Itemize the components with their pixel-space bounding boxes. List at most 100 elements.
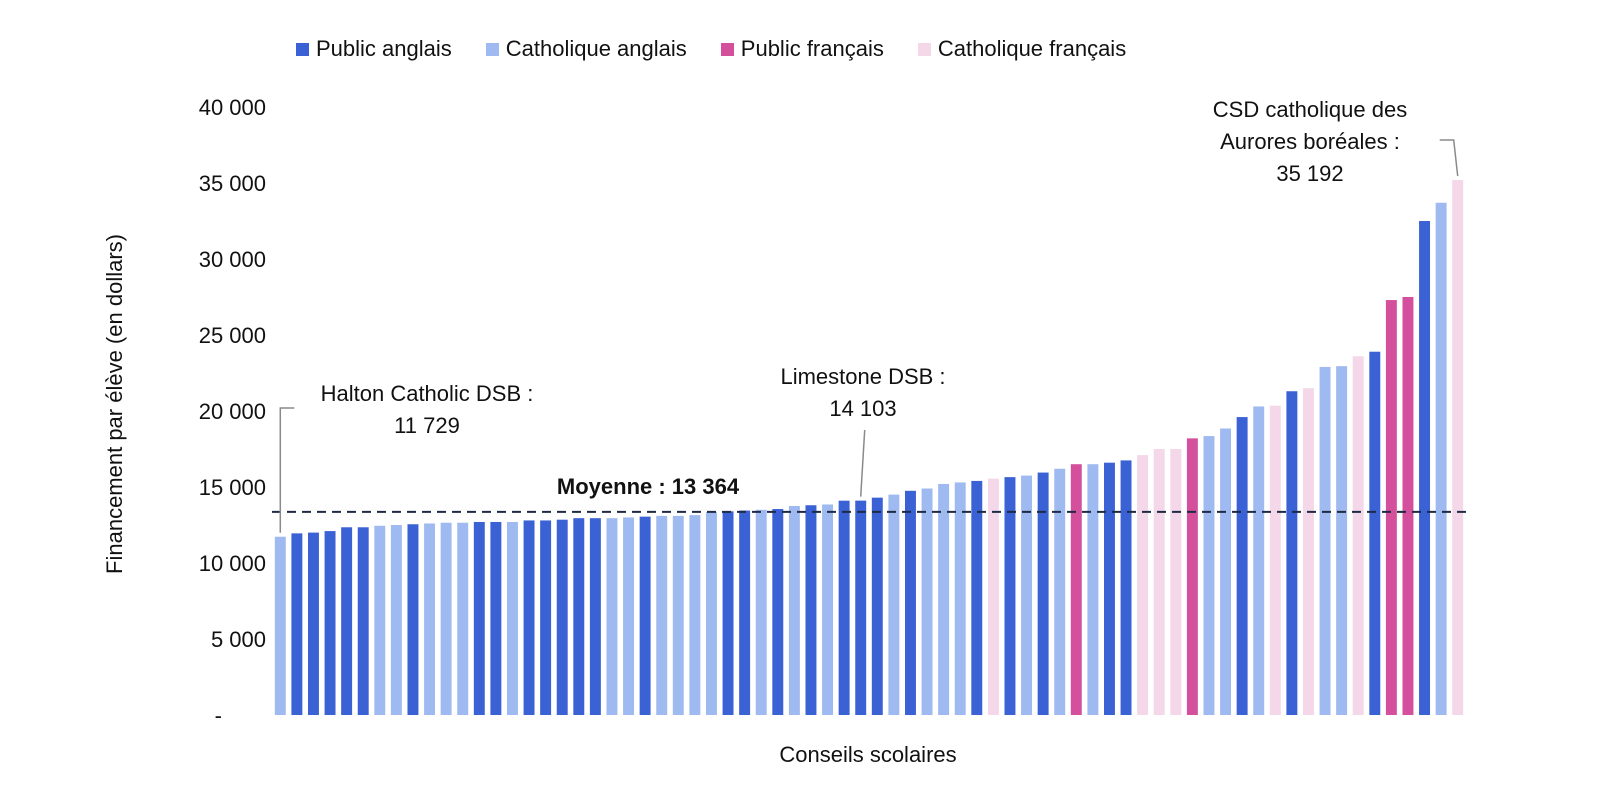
- bar: [987, 478, 999, 715]
- average-layer: Moyenne : 13 364: [272, 474, 1470, 513]
- legend-swatch-public-anglais: [296, 42, 309, 56]
- x-axis-label: Conseils scolaires: [779, 742, 956, 767]
- legend-label-public-anglais: Public anglais: [316, 36, 452, 61]
- bar: [390, 525, 402, 715]
- bar: [788, 506, 800, 715]
- average-label: Moyenne : 13 364: [557, 474, 740, 499]
- chart-legend: Public anglais Catholique anglais Public…: [296, 36, 1160, 62]
- bar: [1336, 366, 1348, 715]
- bar: [506, 521, 518, 715]
- legend-label-catholique-anglais: Catholique anglais: [505, 36, 687, 61]
- annotation-label: Halton Catholic DSB :: [321, 381, 534, 406]
- bar: [921, 488, 933, 715]
- annotation-label: 14 103: [829, 396, 896, 421]
- bar: [1253, 406, 1265, 715]
- bar: [904, 490, 916, 715]
- bar: [689, 515, 701, 715]
- bar: [1236, 417, 1248, 715]
- bar: [672, 515, 684, 715]
- y-tick-label: 30 000: [199, 247, 266, 272]
- bar: [374, 525, 386, 715]
- bar: [606, 518, 618, 715]
- annotation-leader-line: [279, 407, 295, 533]
- bar: [1203, 436, 1215, 715]
- annotation-label: 11 729: [394, 413, 460, 438]
- bar: [938, 483, 950, 715]
- bar: [1369, 351, 1381, 715]
- bar: [1319, 366, 1331, 715]
- annotation-leader-line: [1439, 139, 1459, 177]
- bar: [656, 515, 668, 715]
- legend-label-public-francais: Public français: [740, 36, 884, 61]
- annotation-label: CSD catholique des: [1213, 97, 1407, 122]
- bar: [1419, 221, 1431, 715]
- bar: [1352, 356, 1364, 715]
- bar: [623, 517, 635, 715]
- bar: [1120, 460, 1132, 715]
- y-tick-label: 40 000: [199, 95, 266, 120]
- annotation-label: Aurores boréales :: [1220, 129, 1400, 154]
- y-axis-label: Financement par élève (en dollars): [102, 234, 127, 574]
- bar: [739, 510, 751, 715]
- bar: [274, 536, 286, 715]
- bar: [1402, 297, 1414, 715]
- bar: [573, 518, 585, 715]
- bar: [1070, 464, 1082, 715]
- bar: [1170, 449, 1182, 715]
- bar: [490, 521, 502, 715]
- bar: [805, 505, 817, 715]
- y-tick-label: 5 000: [211, 627, 266, 652]
- bar: [871, 497, 883, 715]
- bar: [1021, 475, 1033, 715]
- annotation-label: 35 192: [1276, 161, 1343, 186]
- bar: [722, 511, 734, 715]
- y-tick-label: 15 000: [199, 475, 266, 500]
- bar: [1220, 428, 1232, 715]
- bar: [1302, 388, 1314, 715]
- bar: [971, 480, 983, 715]
- bar: [1186, 438, 1198, 715]
- legend-item-catholique-francais: Catholique français: [917, 36, 1127, 62]
- bar: [1004, 477, 1016, 715]
- bar: [556, 519, 568, 715]
- bar: [440, 522, 452, 715]
- bar: [540, 520, 552, 715]
- bar: [1269, 405, 1281, 715]
- bar: [888, 494, 900, 715]
- bar: [855, 500, 867, 715]
- bar: [1435, 202, 1447, 715]
- bar: [407, 524, 419, 715]
- bar: [1153, 449, 1165, 715]
- bar: [1286, 391, 1298, 715]
- legend-swatch-catholique-anglais: [485, 42, 499, 56]
- bar: [639, 516, 651, 715]
- bar: [1037, 472, 1049, 715]
- y-tick-label: 10 000: [199, 551, 266, 576]
- bar: [1452, 180, 1464, 715]
- bar: [324, 531, 336, 715]
- y-tick-label: 25 000: [199, 323, 266, 348]
- bar: [424, 523, 436, 715]
- bar: [589, 518, 601, 715]
- legend-swatch-catholique-francais: [917, 42, 931, 56]
- bar: [341, 527, 353, 715]
- bar: [822, 504, 834, 715]
- annotation-leader-line: [859, 429, 866, 497]
- bar: [1137, 455, 1149, 715]
- bar: [772, 509, 784, 715]
- bar: [457, 522, 469, 715]
- legend-item-public-anglais: Public anglais: [296, 36, 452, 62]
- bar: [1385, 300, 1397, 715]
- bar: [755, 509, 767, 715]
- bar: [705, 512, 717, 715]
- legend-swatch-public-francais: [720, 42, 734, 56]
- bar: [523, 520, 535, 715]
- y-tick-label: 20 000: [199, 399, 266, 424]
- annotations-layer: Halton Catholic DSB : 11 729 Limestone DSB…: [279, 97, 1459, 533]
- legend-item-catholique-anglais: Catholique anglais: [485, 36, 687, 62]
- bar: [357, 527, 369, 715]
- legend-label-catholique-francais: Catholique français: [937, 36, 1127, 61]
- bar: [307, 532, 319, 715]
- bar: [1054, 468, 1066, 715]
